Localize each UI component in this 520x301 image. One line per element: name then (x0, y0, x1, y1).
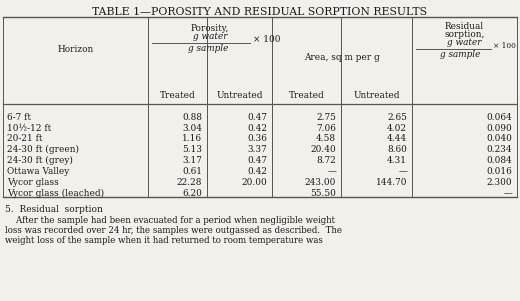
Text: 20.40: 20.40 (310, 145, 336, 154)
Text: 6-7 ft: 6-7 ft (7, 113, 31, 122)
Text: 8.72: 8.72 (316, 156, 336, 165)
Text: 0.36: 0.36 (247, 134, 267, 143)
Text: Treated: Treated (160, 91, 196, 100)
Text: Porosity,: Porosity, (191, 24, 229, 33)
Text: g sample: g sample (440, 50, 480, 59)
Text: Horizon: Horizon (57, 45, 94, 54)
Text: —: — (503, 189, 512, 198)
Text: 144.70: 144.70 (375, 178, 407, 187)
Text: g water: g water (447, 38, 482, 47)
Text: 20-21 ft: 20-21 ft (7, 134, 42, 143)
Text: After the sample had been evacuated for a period when negligible weight: After the sample had been evacuated for … (5, 216, 335, 225)
Text: 0.42: 0.42 (247, 167, 267, 176)
Text: 3.17: 3.17 (182, 156, 202, 165)
Text: 7.06: 7.06 (316, 124, 336, 133)
Text: 6.20: 6.20 (182, 189, 202, 198)
Text: 0.084: 0.084 (486, 156, 512, 165)
Text: —: — (398, 167, 407, 176)
Text: 4.58: 4.58 (316, 134, 336, 143)
Text: TABLE 1—POROSITY AND RESIDUAL SORPTION RESULTS: TABLE 1—POROSITY AND RESIDUAL SORPTION R… (93, 7, 427, 17)
Text: 0.42: 0.42 (247, 124, 267, 133)
Text: 5.  Residual  sorption: 5. Residual sorption (5, 205, 103, 214)
Text: 0.47: 0.47 (247, 113, 267, 122)
Text: Area, sq m per g: Area, sq m per g (304, 54, 380, 63)
Text: g water: g water (193, 32, 227, 41)
Text: 0.040: 0.040 (486, 134, 512, 143)
Text: Treated: Treated (289, 91, 324, 100)
Text: 0.61: 0.61 (182, 167, 202, 176)
Text: 0.88: 0.88 (182, 113, 202, 122)
Text: 0.47: 0.47 (247, 156, 267, 165)
Text: Residual: Residual (445, 22, 484, 31)
Text: 24-30 ft (green): 24-30 ft (green) (7, 145, 79, 154)
Text: Vycor glass (leached): Vycor glass (leached) (7, 189, 104, 198)
Text: Vycor glass: Vycor glass (7, 178, 59, 187)
Text: 0.090: 0.090 (486, 124, 512, 133)
Text: 4.31: 4.31 (387, 156, 407, 165)
Text: 4.02: 4.02 (387, 124, 407, 133)
Text: 0.064: 0.064 (486, 113, 512, 122)
Text: 22.28: 22.28 (177, 178, 202, 187)
Text: 24-30 ft (grey): 24-30 ft (grey) (7, 156, 73, 165)
Text: 3.04: 3.04 (182, 124, 202, 133)
Text: 8.60: 8.60 (387, 145, 407, 154)
Text: 55.50: 55.50 (310, 189, 336, 198)
Text: —: — (327, 167, 336, 176)
Text: × 100: × 100 (493, 42, 516, 50)
Text: 4.44: 4.44 (387, 134, 407, 143)
Text: 2.65: 2.65 (387, 113, 407, 122)
Text: 3.37: 3.37 (247, 145, 267, 154)
Text: Untreated: Untreated (353, 91, 400, 100)
Text: weight loss of the sample when it had returned to room temperature was: weight loss of the sample when it had re… (5, 236, 323, 245)
Text: 5.13: 5.13 (182, 145, 202, 154)
Text: Ottawa Valley: Ottawa Valley (7, 167, 69, 176)
Text: 1.16: 1.16 (182, 134, 202, 143)
Text: Untreated: Untreated (216, 91, 263, 100)
Text: 0.016: 0.016 (486, 167, 512, 176)
Text: sorption,: sorption, (444, 30, 485, 39)
Text: loss was recorded over 24 hr, the samples were outgassed as described.  The: loss was recorded over 24 hr, the sample… (5, 226, 342, 235)
Text: g sample: g sample (188, 44, 228, 53)
Text: 20.00: 20.00 (241, 178, 267, 187)
Text: 2.75: 2.75 (316, 113, 336, 122)
Text: 243.00: 243.00 (305, 178, 336, 187)
Text: 0.234: 0.234 (486, 145, 512, 154)
Text: × 100: × 100 (253, 35, 280, 44)
Text: 10½-12 ft: 10½-12 ft (7, 124, 51, 133)
Text: 2.300: 2.300 (486, 178, 512, 187)
